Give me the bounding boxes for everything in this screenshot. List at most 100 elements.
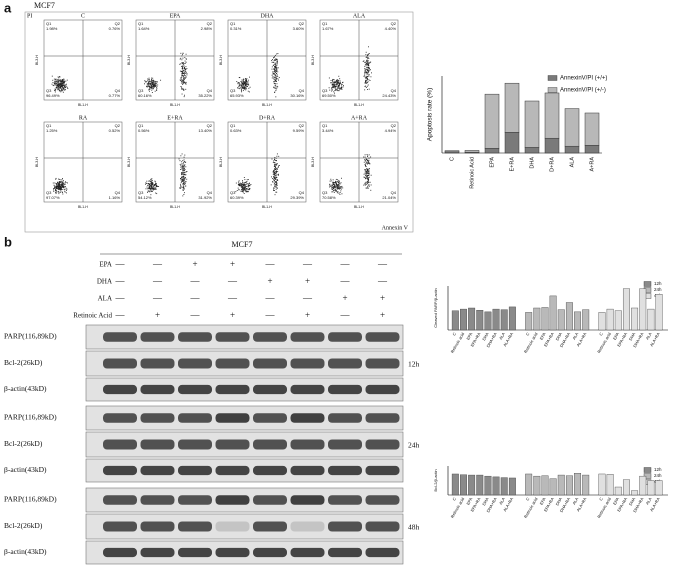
quadrant-value: 70.58%	[322, 195, 336, 200]
dot	[52, 84, 54, 86]
dot	[181, 65, 182, 67]
dot	[151, 77, 153, 79]
quadrant-name: Q4	[299, 88, 305, 93]
dot	[152, 82, 154, 84]
dot	[181, 180, 183, 182]
dot	[333, 185, 335, 187]
dot	[183, 63, 185, 65]
dot	[248, 186, 250, 188]
dot	[59, 82, 61, 84]
dot	[274, 69, 276, 71]
blot-band	[365, 439, 400, 450]
quadrant-name: Q3	[46, 88, 52, 93]
dot	[180, 82, 182, 84]
dot	[64, 186, 66, 187]
dot	[339, 188, 341, 190]
dot	[332, 185, 334, 187]
dot	[57, 182, 59, 184]
dot	[367, 65, 369, 66]
dot	[273, 60, 275, 62]
dot	[184, 56, 186, 58]
dot	[333, 83, 335, 85]
dot	[182, 172, 184, 174]
dot	[330, 185, 332, 187]
quadrant-name: Q4	[299, 190, 305, 195]
dot	[365, 175, 367, 177]
dot	[277, 166, 279, 168]
dot	[183, 176, 185, 178]
blot-band	[365, 413, 400, 423]
dot	[366, 159, 368, 161]
dot	[277, 180, 279, 181]
dot	[276, 61, 278, 63]
dot	[368, 185, 370, 187]
dot	[332, 184, 333, 186]
x-tick-label: EPA	[465, 496, 473, 505]
bar-segment	[504, 82, 520, 133]
dot	[332, 179, 334, 181]
dot	[332, 78, 334, 80]
bar	[639, 288, 647, 331]
dot	[365, 182, 367, 184]
dot	[149, 180, 151, 182]
dot	[363, 176, 365, 178]
dot	[180, 178, 181, 180]
dot	[365, 159, 367, 161]
dot	[273, 189, 274, 191]
dot	[367, 178, 368, 180]
dot	[364, 72, 366, 73]
dot	[243, 85, 245, 87]
dot	[57, 188, 59, 190]
dot	[178, 158, 180, 160]
x-axis-label: Annexin V	[382, 225, 409, 231]
dot	[274, 181, 276, 183]
blot-row-label: PARP(116,89kD)	[4, 495, 57, 504]
dot	[58, 187, 60, 189]
dot	[180, 173, 182, 175]
x-tick-label: DHA	[628, 331, 637, 341]
blot-band	[253, 439, 287, 450]
dot	[238, 184, 240, 186]
dot	[147, 85, 149, 87]
dot	[152, 79, 153, 81]
panel-a-frame	[24, 11, 414, 233]
dot	[238, 82, 240, 84]
dot	[240, 190, 242, 192]
dot	[249, 184, 251, 186]
dot	[364, 85, 366, 87]
dot	[182, 163, 184, 165]
x-tick-label: ALA	[645, 331, 653, 340]
dot	[368, 169, 370, 171]
dot	[156, 89, 158, 91]
dot	[180, 63, 182, 65]
plot-title: DHA	[261, 13, 275, 19]
dot	[240, 87, 242, 89]
bar	[647, 308, 655, 331]
x-tick-label: EPA	[465, 331, 473, 340]
dot	[246, 190, 248, 192]
dot	[55, 191, 56, 193]
blot-band	[103, 332, 137, 342]
dot	[276, 182, 278, 184]
dot	[57, 187, 59, 189]
dot-cloud	[236, 53, 280, 98]
blot-band	[103, 465, 137, 476]
dot	[58, 181, 60, 183]
dot	[239, 77, 241, 79]
quadrant-name: Q1	[322, 123, 328, 128]
dot	[274, 157, 276, 158]
dot	[273, 57, 274, 59]
dot	[144, 81, 146, 83]
dot	[248, 87, 250, 89]
dot	[366, 78, 368, 79]
dot	[338, 90, 340, 92]
treatment-sign: +	[267, 276, 272, 286]
dot	[275, 74, 277, 76]
dot	[276, 68, 278, 70]
dot	[57, 80, 59, 82]
dot	[275, 188, 277, 190]
blot-band	[178, 547, 212, 558]
quadrant-name: Q3	[138, 88, 144, 93]
dot	[242, 181, 244, 183]
